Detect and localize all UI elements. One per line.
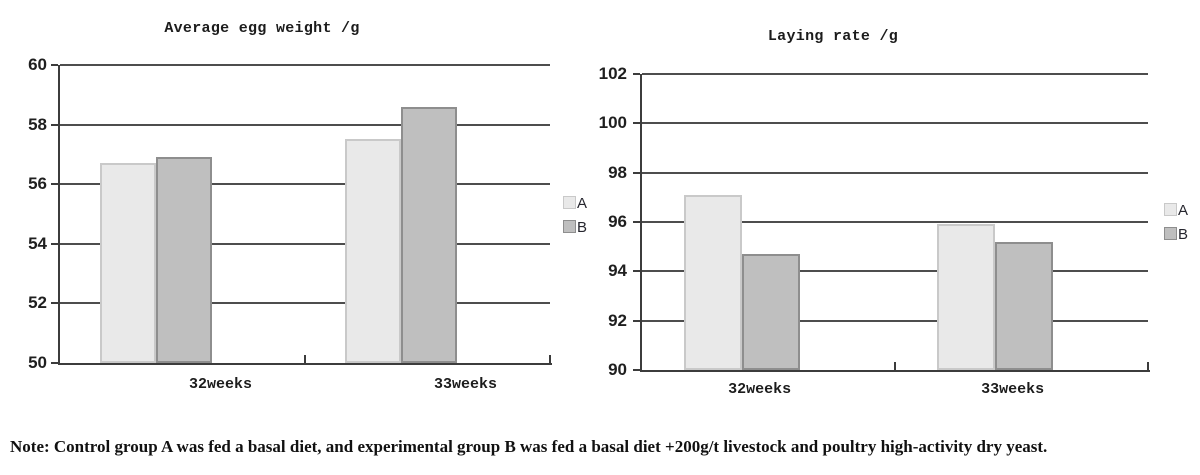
y-axis-tick: [51, 123, 58, 126]
y-axis-label: 98: [608, 162, 627, 182]
bar-B-33weeks: [995, 242, 1053, 370]
gridline: [642, 221, 1148, 223]
y-axis-label: 94: [608, 261, 627, 281]
x-axis-category-label: 32weeks: [188, 376, 252, 393]
gridline: [642, 270, 1148, 273]
legend-label-A: A: [577, 195, 588, 212]
y-axis-label: 100: [598, 113, 627, 133]
x-axis-tick: [549, 355, 551, 363]
x-axis-category-label: 33weeks: [981, 381, 1045, 398]
y-axis-label: 54: [28, 233, 47, 253]
bar-B-32weeks: [156, 157, 212, 363]
gridline: [60, 123, 550, 126]
legend-swatch-B: [1164, 227, 1177, 240]
x-axis-line: [640, 370, 1150, 372]
y-axis-label: 58: [28, 114, 47, 134]
y-axis-tick: [633, 171, 640, 174]
y-axis-tick: [51, 242, 58, 245]
gridline: [642, 73, 1148, 75]
y-axis-label: 92: [608, 310, 627, 330]
chart-title: Average egg weight /g: [164, 20, 360, 37]
y-axis-tick: [633, 369, 640, 371]
y-axis-tick: [51, 302, 58, 305]
bar-B-32weeks: [742, 254, 800, 370]
bar-A-32weeks: [100, 163, 156, 363]
y-axis-label: 60: [28, 55, 47, 74]
legend-swatch-A: [1164, 203, 1177, 216]
gridline: [642, 171, 1148, 174]
y-axis-label: 56: [28, 174, 47, 194]
legend-label-A: A: [1178, 202, 1189, 219]
y-axis-tick: [51, 183, 58, 186]
figure-note: Note: Control group A was fed a basal di…: [10, 437, 1048, 456]
x-axis-tick: [1147, 362, 1149, 370]
y-axis-tick: [633, 221, 640, 223]
legend-label-B: B: [1178, 226, 1189, 243]
y-axis-tick: [51, 362, 58, 364]
y-axis-tick: [633, 270, 640, 273]
x-axis-tick: [304, 355, 306, 363]
gridline: [60, 242, 550, 245]
gridline: [60, 302, 550, 305]
y-axis-label: 90: [608, 360, 627, 379]
y-axis-tick: [633, 122, 640, 125]
gridline: [60, 64, 550, 66]
gridline: [60, 183, 550, 186]
y-axis-label: 102: [598, 64, 627, 83]
bar-A-32weeks: [684, 195, 742, 370]
bar-B-33weeks: [401, 107, 457, 363]
y-axis-tick: [51, 64, 58, 66]
y-axis-tick: [633, 73, 640, 75]
y-axis-tick: [633, 319, 640, 322]
gridline: [642, 319, 1148, 322]
x-axis-line: [58, 363, 552, 365]
gridline: [642, 122, 1148, 125]
bar-A-33weeks: [937, 224, 995, 370]
x-axis-category-label: 32weeks: [728, 381, 792, 398]
chart-title: Laying rate /g: [767, 28, 899, 45]
y-axis-line: [640, 74, 642, 372]
y-axis-label: 96: [608, 212, 627, 231]
legend-swatch-A: [563, 196, 576, 209]
y-axis-label: 50: [28, 353, 47, 372]
x-axis-category-label: 33weeks: [433, 376, 497, 393]
legend-label-B: B: [577, 219, 588, 236]
legend-swatch-B: [563, 220, 576, 233]
x-axis-tick: [894, 362, 896, 370]
bar-A-33weeks: [345, 139, 401, 363]
y-axis-line: [58, 65, 60, 365]
y-axis-label: 52: [28, 293, 47, 313]
